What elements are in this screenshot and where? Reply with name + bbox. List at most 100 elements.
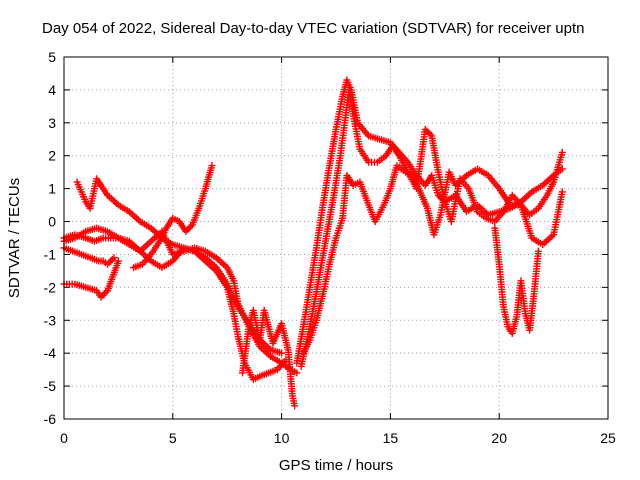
data-point [310, 266, 324, 308]
data-point [343, 171, 356, 187]
x-tick-label: 10 [274, 430, 290, 446]
data-point [528, 234, 545, 247]
data-point [212, 264, 230, 286]
data-point [495, 260, 507, 309]
data-point [195, 187, 209, 212]
data-point [430, 213, 444, 239]
x-tick-label: 5 [169, 430, 177, 446]
data-point [319, 263, 333, 298]
data-point [530, 250, 542, 298]
data-point [223, 264, 237, 283]
data-point [114, 201, 131, 214]
y-tick-label: -4 [44, 345, 57, 361]
chart-title: Day 054 of 2022, Sidereal Day-to-day VTE… [42, 20, 584, 37]
y-tick-label: 5 [48, 49, 56, 65]
plot-frame [63, 56, 609, 420]
data-point [319, 164, 333, 209]
x-tick-label: 0 [60, 430, 68, 446]
y-tick-label: -2 [44, 279, 57, 295]
y-tick-label: 3 [48, 115, 56, 131]
data-point [223, 280, 241, 309]
data-point [82, 225, 98, 235]
data-point [495, 185, 513, 207]
series-track-4 [60, 257, 122, 301]
x-axis-label: GPS time / hours [279, 457, 393, 474]
data-point [104, 191, 121, 207]
y-tick-label: -3 [44, 312, 57, 328]
data-point [558, 165, 566, 173]
data-point [517, 277, 529, 315]
data-point [265, 366, 279, 377]
data-point [93, 224, 109, 235]
data-point [291, 402, 299, 410]
series-track-11 [491, 224, 542, 337]
data-point [463, 166, 479, 179]
data-point [71, 280, 88, 291]
data-point [299, 286, 313, 331]
data-point [249, 373, 262, 384]
data-point [323, 194, 337, 235]
data-point [332, 217, 346, 242]
data-point [558, 148, 566, 156]
data-point [539, 232, 556, 249]
data-point [380, 187, 393, 209]
data-point [330, 154, 344, 199]
data-point [71, 229, 88, 242]
data-point [82, 234, 96, 244]
data-point [312, 292, 326, 324]
data-point [336, 121, 348, 160]
data-point [550, 190, 566, 239]
data-point [491, 224, 503, 266]
data-point [349, 112, 363, 151]
data-point [293, 369, 301, 377]
data-point [97, 288, 110, 301]
data-point [104, 255, 116, 268]
data-point [278, 349, 286, 357]
data-point [77, 188, 89, 203]
series-track-6 [130, 162, 216, 272]
data-point [312, 204, 327, 252]
data-point [208, 162, 216, 170]
data-point [325, 128, 340, 170]
data-point [114, 257, 122, 265]
data-point [86, 177, 100, 212]
data-point [230, 310, 242, 338]
data-point [104, 227, 120, 241]
data-marks [60, 76, 566, 410]
data-point [500, 303, 511, 328]
data-point [508, 315, 520, 337]
data-point [373, 153, 388, 166]
grid-layer [64, 57, 608, 419]
data-point [156, 226, 169, 245]
data-point [452, 173, 469, 189]
data-point [158, 258, 175, 272]
data-point [201, 164, 215, 193]
data-point [256, 370, 270, 380]
data-point [389, 142, 402, 158]
y-tick-label: -1 [44, 246, 57, 262]
data-point [288, 392, 298, 407]
data-point [293, 325, 307, 367]
data-point [534, 247, 542, 255]
data-point [482, 214, 497, 225]
data-point [550, 151, 566, 186]
data-point [212, 254, 229, 270]
data-point [528, 183, 545, 196]
data-point [339, 174, 351, 222]
data-point [104, 259, 122, 295]
data-point [343, 76, 354, 91]
y-axis-label: SDTVAR / TECUs [6, 178, 23, 298]
data-point [484, 171, 502, 191]
data-point [158, 234, 175, 247]
data-point [130, 261, 144, 272]
y-tick-label: -5 [44, 378, 57, 394]
data-point [354, 119, 371, 138]
data-point [82, 283, 98, 294]
y-tick-label: 4 [48, 82, 56, 98]
x-tick-label: 25 [600, 430, 616, 446]
data-point [543, 180, 557, 199]
data-point [393, 162, 407, 175]
series-track-8 [293, 76, 566, 367]
data-point [332, 95, 346, 133]
